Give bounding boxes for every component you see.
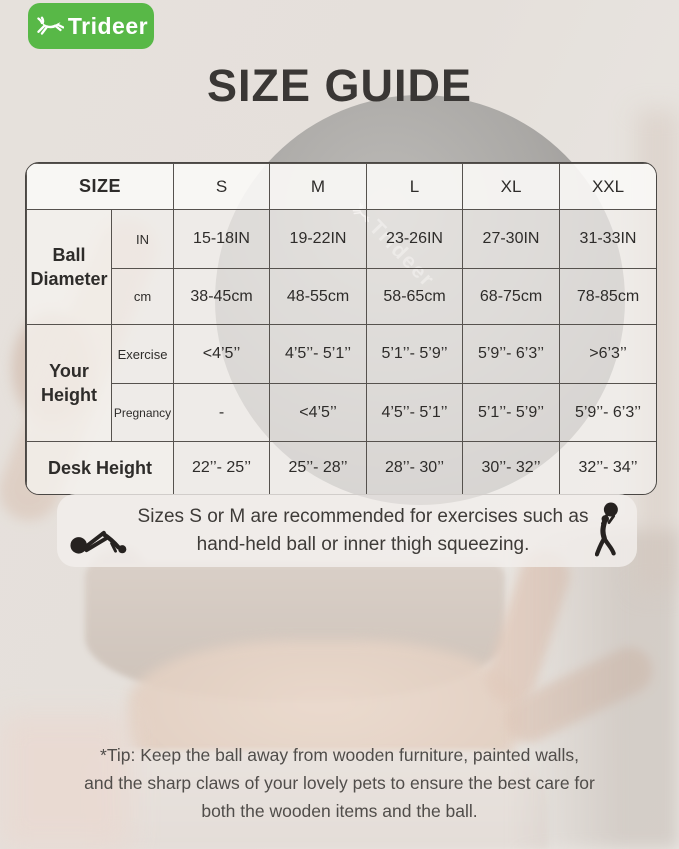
cell-height-exercise-xl: 5’9’’- 6’3’’ — [462, 324, 561, 384]
table-row: cm 38-45cm 48-55cm 58-65cm 68-75cm 78-85… — [27, 268, 656, 325]
table-header-row: SIZE S M L XL XXL — [26, 163, 656, 210]
cell-diameter-cm-l: 58-65cm — [366, 268, 464, 325]
header-col-l: L — [366, 163, 464, 210]
cell-desk-s: 22’’- 25’’ — [173, 441, 271, 494]
row-label-ball-diameter: Ball Diameter — [26, 209, 112, 325]
recommendation-box: Sizes S or M are recommended for exercis… — [57, 494, 637, 567]
table-row: Your Height Exercise <4’5’’ 4’5’’- 5’1’’… — [26, 324, 656, 442]
cell-desk-xl: 30’’- 32’’ — [462, 441, 561, 494]
recommendation-line-2: hand-held ball or inner thigh squeezing. — [196, 533, 530, 555]
wall-highlight — [0, 715, 130, 849]
cell-desk-xxl: 32’’- 34’’ — [559, 441, 656, 494]
overhead-ball-exercise-icon — [595, 502, 618, 556]
recommendation-text: Sizes S or M are recommended for exercis… — [131, 503, 595, 559]
cell-height-pregnancy-xxl: 5’9’’- 6’3’’ — [559, 383, 656, 442]
cell-diameter-in-m: 19-22IN — [269, 209, 368, 269]
cell-diameter-cm-s: 38-45cm — [173, 268, 271, 325]
cell-height-exercise-xxl: >6’3’’ — [559, 324, 656, 384]
size-table: SIZE S M L XL XXL Ball Diameter IN 15-18… — [25, 162, 657, 495]
lying-ball-exercise-icon — [70, 530, 127, 554]
cell-diameter-cm-xxl: 78-85cm — [559, 268, 656, 325]
sub-label-pregnancy: Pregnancy — [110, 383, 175, 442]
cell-diameter-in-s: 15-18IN — [173, 209, 271, 269]
row-label-your-height: Your Height — [26, 324, 112, 442]
cell-diameter-cm-xl: 68-75cm — [462, 268, 561, 325]
tip-line-1: *Tip: Keep the ball away from wooden fur… — [100, 745, 579, 765]
table-row: Ball Diameter IN 15-18IN 19-22IN 23-26IN… — [26, 209, 656, 325]
table-row: Pregnancy - <4’5’’ 4’5’’- 5’1’’ 5’1’’- 5… — [27, 383, 656, 442]
cell-diameter-cm-m: 48-55cm — [269, 268, 368, 325]
leaping-deer-icon — [37, 16, 64, 35]
cell-height-pregnancy-xl: 5’1’’- 5’9’’ — [462, 383, 561, 442]
header-col-m: M — [269, 163, 368, 210]
cell-height-exercise-m: 4’5’’- 5’1’’ — [269, 324, 368, 384]
table-row: Desk Height 22’’- 25’’ 25’’- 28’’ 28’’- … — [26, 441, 656, 494]
cell-height-exercise-l: 5’1’’- 5’9’’ — [366, 324, 464, 384]
brand-logo: Trideer — [28, 3, 154, 49]
cell-height-pregnancy-s: - — [173, 383, 271, 442]
page-title: SIZE GUIDE — [206, 60, 473, 111]
tip-note: *Tip: Keep the ball away from wooden fur… — [0, 741, 679, 825]
cell-diameter-in-l: 23-26IN — [366, 209, 464, 269]
sub-label-in: IN — [110, 209, 175, 269]
recommendation-line-1: Sizes S or M are recommended for exercis… — [137, 505, 589, 527]
row-label-desk-height: Desk Height — [26, 441, 175, 494]
sub-label-cm: cm — [110, 268, 175, 325]
sub-label-exercise: Exercise — [110, 324, 175, 384]
header-col-xxl: XXL — [559, 163, 656, 210]
cell-diameter-in-xl: 27-30IN — [462, 209, 561, 269]
header-col-s: S — [173, 163, 271, 210]
header-col-xl: XL — [462, 163, 561, 210]
tip-line-2: and the sharp claws of your lovely pets … — [84, 773, 595, 793]
leggings — [86, 750, 548, 849]
cell-desk-m: 25’’- 28’’ — [269, 441, 368, 494]
brand-name: Trideer — [67, 12, 149, 39]
cell-height-exercise-s: <4’5’’ — [173, 324, 271, 384]
tip-line-3: both the wooden items and the ball. — [201, 801, 478, 821]
header-size: SIZE — [26, 163, 175, 210]
cell-height-pregnancy-m: <4’5’’ — [269, 383, 368, 442]
cell-height-pregnancy-l: 4’5’’- 5’1’’ — [366, 383, 464, 442]
cell-diameter-in-xxl: 31-33IN — [559, 209, 656, 269]
cell-desk-l: 28’’- 30’’ — [366, 441, 464, 494]
